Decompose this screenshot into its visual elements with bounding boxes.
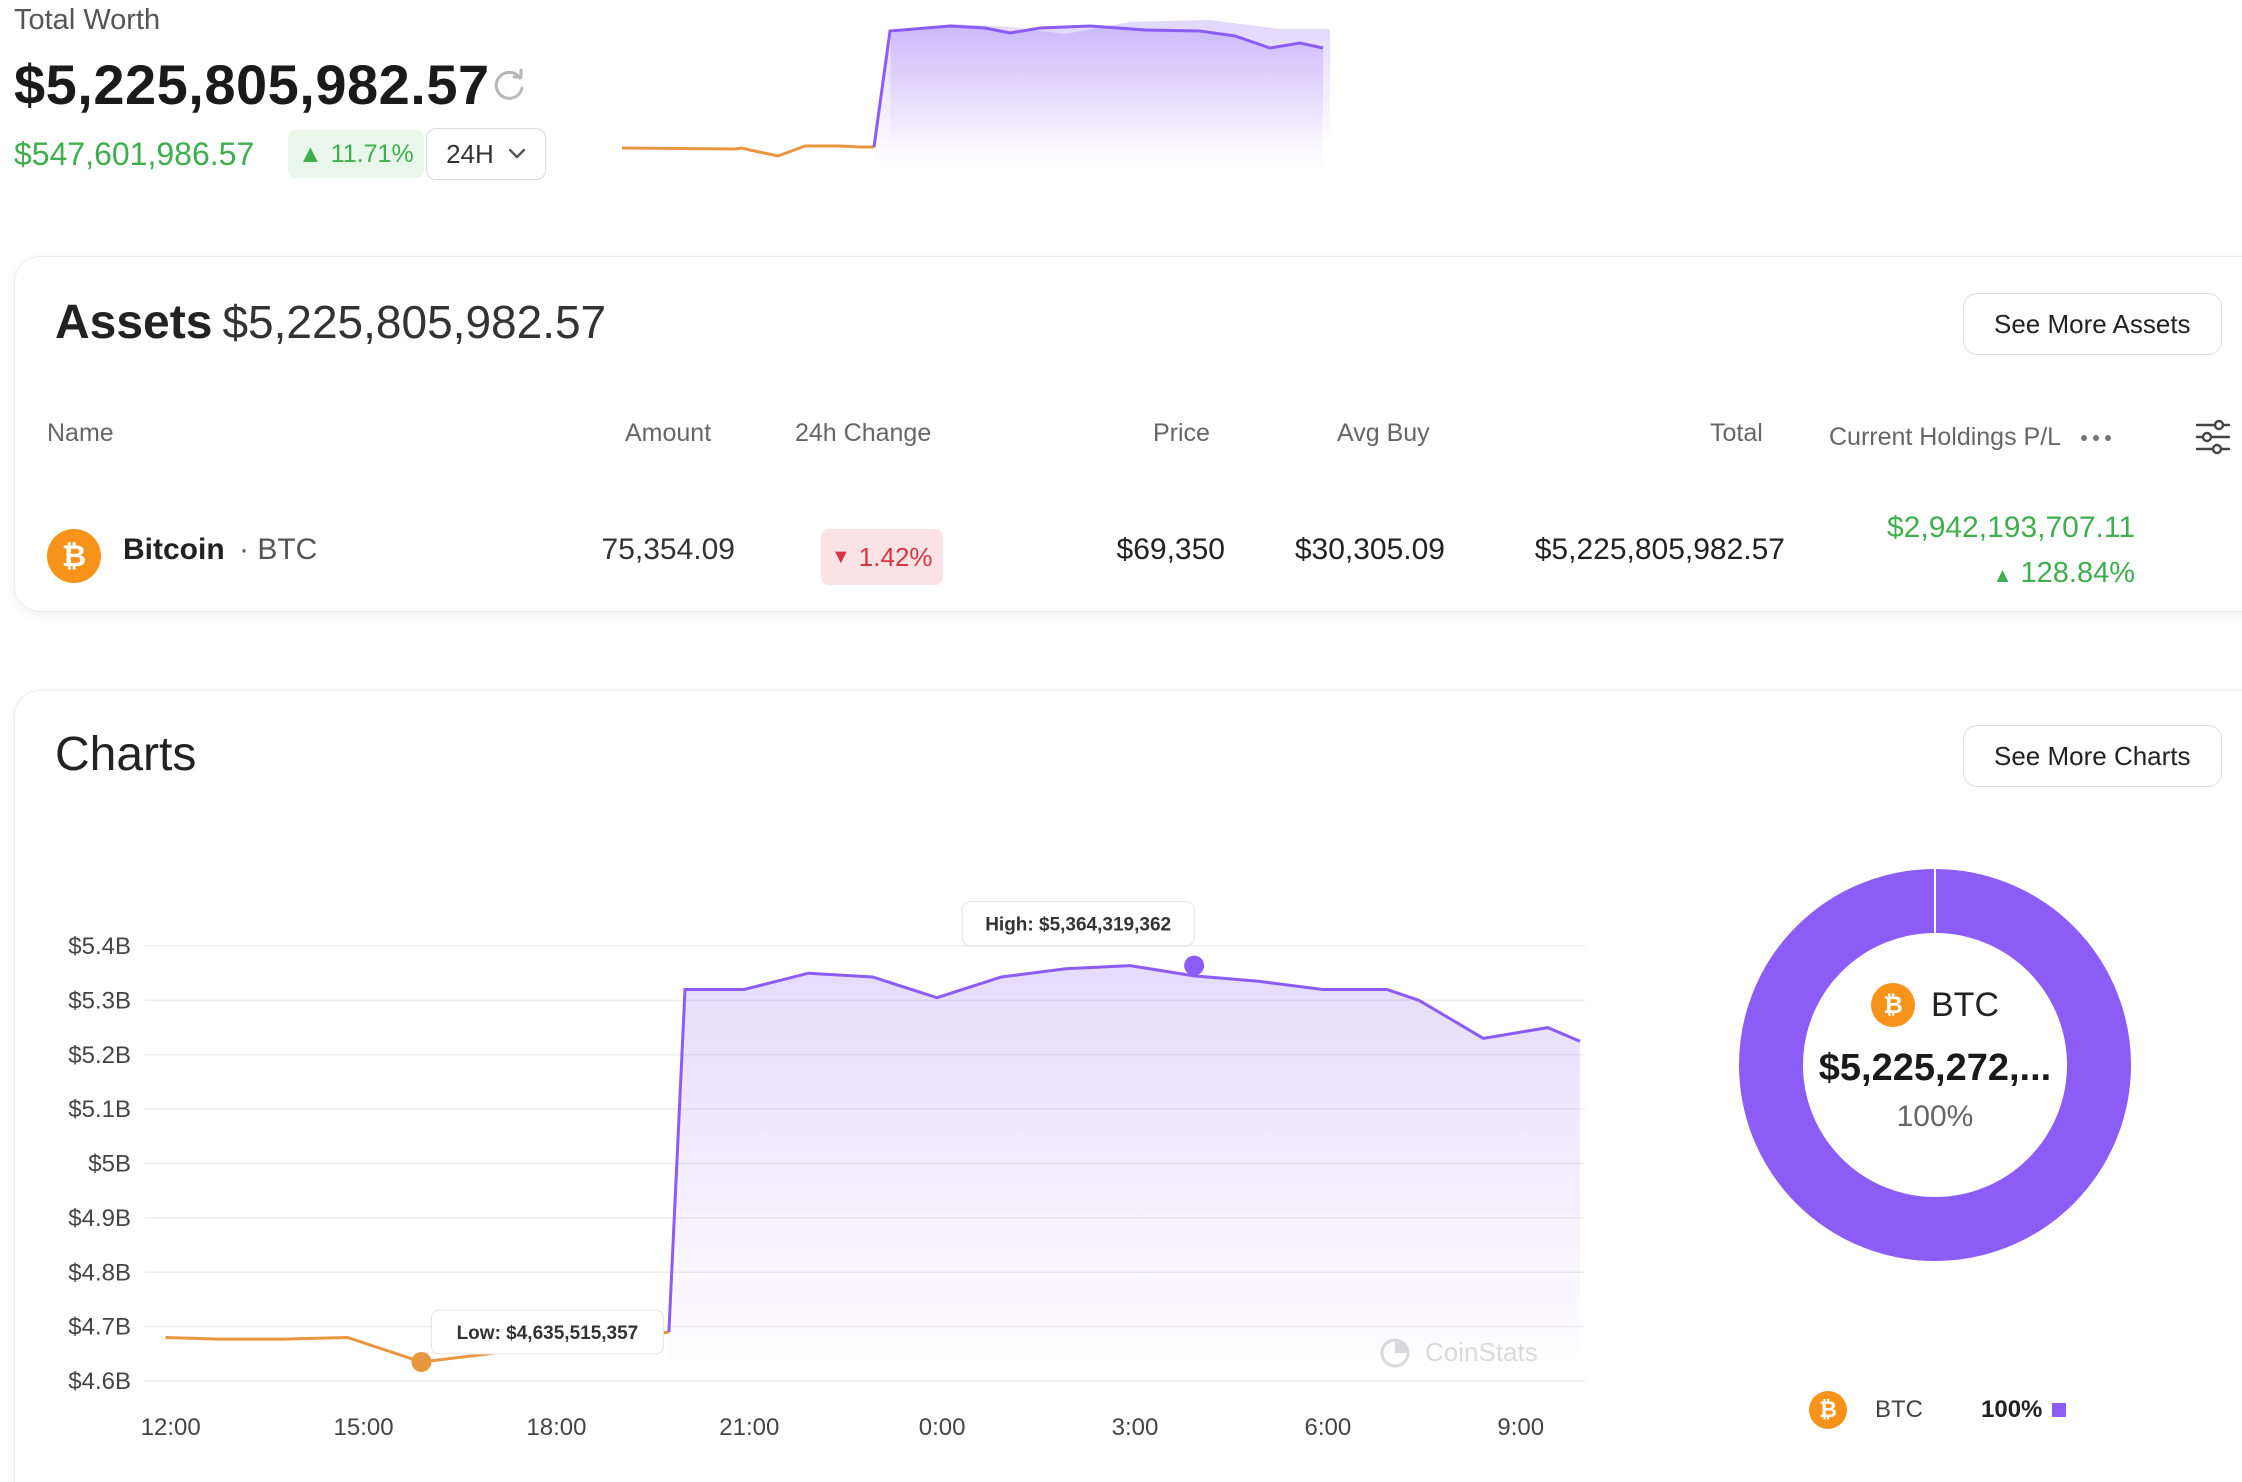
x-tick-label: 15:00 <box>334 1414 394 1441</box>
high-point-marker <box>1184 955 1205 976</box>
high-tooltip-label: High: $5,364,319,362 <box>985 915 1171 936</box>
coinstats-watermark: CoinStats <box>1380 1337 1538 1368</box>
x-tick-label: 12:00 <box>141 1414 201 1441</box>
asset-24h-change: 1.42% <box>858 541 933 572</box>
total-worth-change: $547,601,986.57 <box>14 136 255 172</box>
asset-name-label: Bitcoin <box>123 533 225 566</box>
assets-card: Assets $5,225,805,982.57 See More Assets … <box>14 256 2242 612</box>
total-worth-change-pct: 11.71% <box>330 139 414 168</box>
asset-symbol: · BTC <box>239 533 318 566</box>
asset-total: $5,225,805,982.57 <box>1534 533 1785 566</box>
see-more-assets-button[interactable]: See More Assets <box>1963 293 2222 355</box>
low-point-marker <box>411 1351 432 1372</box>
column-header-total[interactable]: Total <box>1710 419 1763 447</box>
mini-chart-line-low <box>621 144 874 158</box>
legend-symbol: BTC <box>1875 1396 1923 1423</box>
y-tick-label: $5.3B <box>68 987 131 1014</box>
chart-line-high-segment <box>667 964 1581 1333</box>
y-tick-label: $4.7B <box>68 1314 131 1341</box>
x-tick-label: 3:00 <box>1112 1414 1159 1441</box>
x-tick-label: 21:00 <box>719 1414 779 1441</box>
triangle-down-icon: ▼ <box>831 545 851 568</box>
column-header-pl[interactable]: Current Holdings P/L <box>1829 423 2112 452</box>
see-more-charts-button[interactable]: See More Charts <box>1963 725 2222 787</box>
low-tooltip-label: Low: $4,635,515,357 <box>457 1323 639 1344</box>
charts-title: Charts <box>55 728 197 781</box>
y-tick-label: $5B <box>88 1151 131 1178</box>
y-tick-label: $5.1B <box>68 1096 131 1123</box>
legend-color-swatch <box>2052 1403 2067 1417</box>
portfolio-line-chart[interactable]: $5.4B $5.3B $5.2B $5.1B $5B $4.9B $4.8B $4.7B $4… <box>55 841 1615 1481</box>
x-tick-label: 9:00 <box>1497 1414 1544 1441</box>
low-tooltip-box <box>430 1309 664 1355</box>
legend-pct: 100% <box>1981 1396 2043 1423</box>
column-header-name[interactable]: Name <box>47 419 114 447</box>
asset-pl-pct-label: 128.84% <box>2020 557 2136 589</box>
asset-symbol-label: BTC <box>257 533 318 566</box>
range-value: 24H <box>446 138 494 169</box>
x-tick-label: 0:00 <box>919 1414 966 1441</box>
filter-settings-icon[interactable] <box>2193 417 2233 457</box>
column-header-24h-change[interactable]: 24h Change <box>795 419 932 447</box>
x-tick-label: 6:00 <box>1304 1414 1351 1441</box>
refresh-icon[interactable] <box>490 66 528 104</box>
y-tick-label: $5.4B <box>68 933 131 960</box>
allocation-donut-chart[interactable] <box>1735 865 2135 1265</box>
column-header-avg-buy[interactable]: Avg Buy <box>1337 419 1430 447</box>
asset-24h-change-badge: ▼ 1.42% <box>821 529 943 585</box>
asset-amount: 75,354.09 <box>601 533 735 566</box>
asset-avg-buy: $30,305.09 <box>1294 533 1445 566</box>
triangle-up-icon: ▲ <box>298 139 323 168</box>
total-worth-change-badge: ▲ 11.71% <box>288 130 424 178</box>
range-dropdown[interactable]: 24H <box>426 128 546 180</box>
column-header-price[interactable]: Price <box>1153 419 1210 447</box>
y-tick-label: $4.8B <box>68 1259 131 1286</box>
column-header-pl-label: Current Holdings P/L <box>1829 423 2061 451</box>
chevron-down-icon <box>508 148 526 159</box>
asset-name: Bitcoin · BTC <box>123 533 317 567</box>
watermark-text: CoinStats <box>1425 1337 1538 1367</box>
total-worth-label: Total Worth <box>14 4 161 36</box>
mini-portfolio-chart <box>621 20 1330 170</box>
charts-card: Charts See More Charts $5.4B $5.3B $5.2B $5… <box>14 690 2242 1482</box>
more-options-icon[interactable] <box>2081 435 2112 442</box>
x-tick-label: 18:00 <box>526 1414 586 1441</box>
triangle-up-icon: ▲ <box>1992 565 2013 587</box>
asset-pl-value: $2,942,193,707.11 <box>1886 511 2135 544</box>
y-tick-label: $4.6B <box>68 1368 131 1395</box>
bitcoin-icon: ₿ <box>47 529 101 583</box>
asset-pl-pct: ▲ 128.84% <box>1815 557 2135 590</box>
donut-legend-item[interactable]: ₿ BTC 100% <box>1809 1391 2067 1429</box>
high-tooltip-box <box>961 901 1195 947</box>
bitcoin-icon: ₿ <box>1809 1391 1847 1429</box>
total-worth-value: $5,225,805,982.57 <box>14 53 490 116</box>
assets-heading: Assets <box>55 296 213 349</box>
bitcoin-icon: ₿ <box>1871 983 1915 1027</box>
assets-total: $5,225,805,982.57 <box>222 296 607 348</box>
chart-area-fill <box>668 965 1580 1381</box>
assets-title: Assets $5,225,805,982.57 <box>55 295 606 350</box>
y-tick-label: $4.9B <box>68 1205 131 1232</box>
chart-line-low-segment <box>165 1330 670 1364</box>
donut-pct: 100% <box>1896 1100 1974 1133</box>
y-tick-label: $5.2B <box>68 1042 131 1069</box>
column-header-amount[interactable]: Amount <box>625 419 712 447</box>
donut-symbol: BTC <box>1931 985 1999 1024</box>
donut-value: $5,225,272,... <box>1818 1047 2052 1089</box>
donut-center-label: ₿ BTC $5,225,272,... 100% <box>1775 983 2095 1134</box>
asset-price: $69,350 <box>1116 533 1225 566</box>
